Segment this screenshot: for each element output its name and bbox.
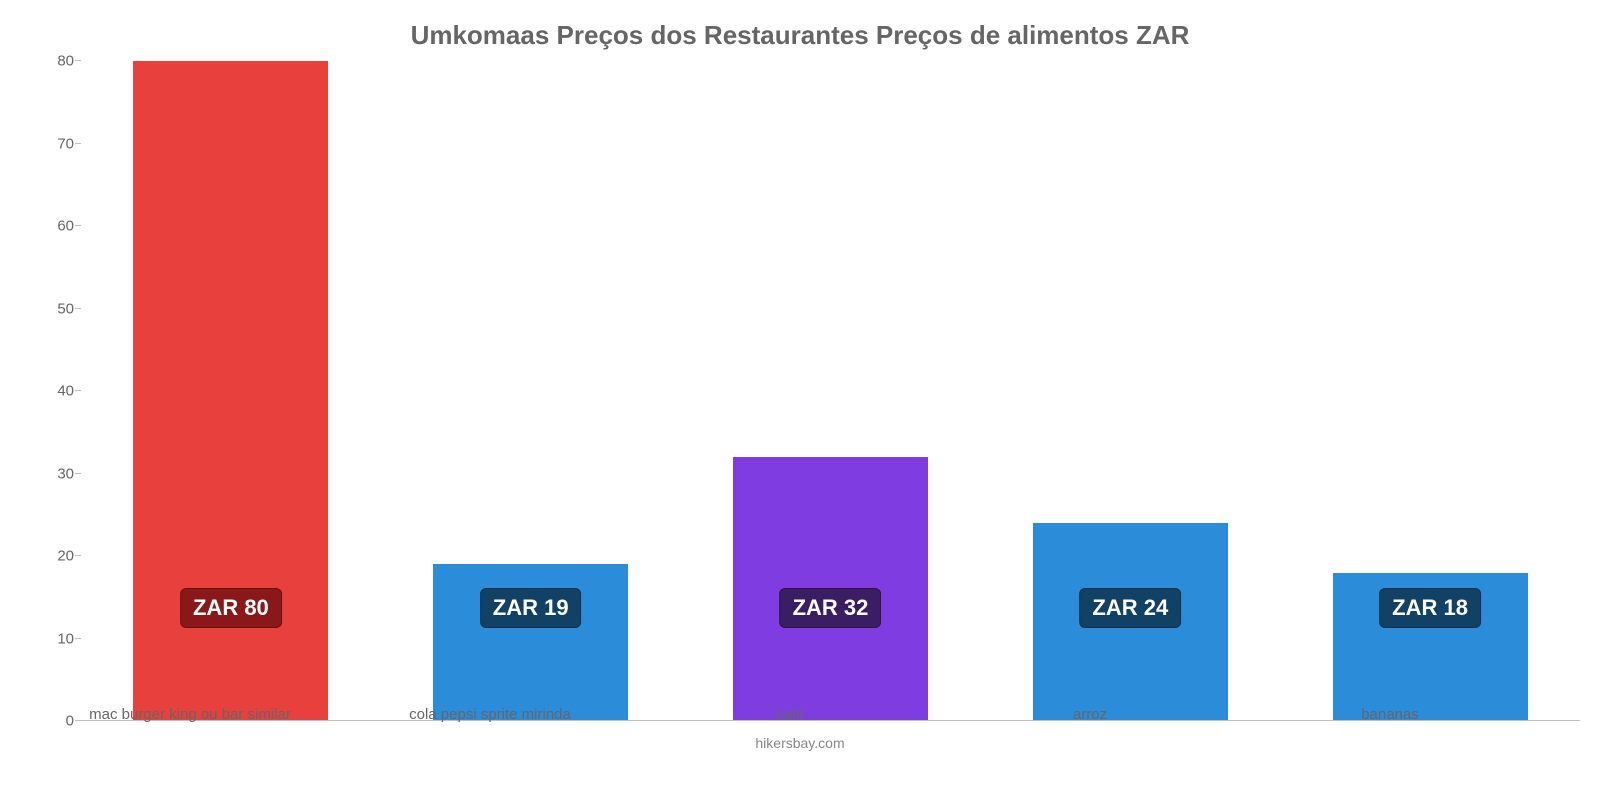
- y-tick-mark: [75, 638, 81, 639]
- y-tick-label: 80: [40, 53, 74, 70]
- y-tick-label: 20: [40, 548, 74, 565]
- bar-value-badge: ZAR 18: [1379, 588, 1481, 628]
- bar-value-badge: ZAR 80: [180, 588, 282, 628]
- y-tick-label: 10: [40, 630, 74, 647]
- y-tick-mark: [75, 225, 81, 226]
- bar: ZAR 19: [433, 564, 628, 721]
- y-tick-label: 70: [40, 135, 74, 152]
- bar-slot: ZAR 80: [81, 61, 381, 721]
- y-tick-mark: [75, 60, 81, 61]
- y-axis: 01020304050607080: [40, 61, 80, 721]
- bar-value-badge: ZAR 24: [1079, 588, 1181, 628]
- x-tick-label: mac burger king ou bar similar: [40, 700, 340, 723]
- bar-slot: ZAR 24: [980, 61, 1280, 721]
- bar: ZAR 18: [1333, 573, 1528, 722]
- x-axis: mac burger king ou bar similarcola pepsi…: [40, 700, 1540, 723]
- x-tick-label: cola pepsi sprite mirinda: [340, 700, 640, 723]
- x-tick-label: arroz: [940, 700, 1240, 723]
- y-tick-label: 30: [40, 465, 74, 482]
- price-bar-chart: Umkomaas Preços dos Restaurantes Preços …: [0, 0, 1600, 800]
- bar-value-badge: ZAR 19: [480, 588, 582, 628]
- y-tick-label: 40: [40, 383, 74, 400]
- x-tick-label: café: [640, 700, 940, 723]
- plot-inner: ZAR 80 ZAR 19 ZAR 32 ZAR 24 ZAR 18: [80, 61, 1580, 721]
- bar-slot: ZAR 18: [1280, 61, 1580, 721]
- y-tick-label: 60: [40, 218, 74, 235]
- y-tick-mark: [75, 143, 81, 144]
- chart-title: Umkomaas Preços dos Restaurantes Preços …: [40, 20, 1560, 51]
- bar: ZAR 24: [1033, 523, 1228, 721]
- y-tick-mark: [75, 555, 81, 556]
- y-tick-mark: [75, 308, 81, 309]
- y-tick-mark: [75, 473, 81, 474]
- bar-slot: ZAR 32: [681, 61, 981, 721]
- bars-container: ZAR 80 ZAR 19 ZAR 32 ZAR 24 ZAR 18: [81, 61, 1580, 721]
- bar: ZAR 80: [133, 61, 328, 721]
- plot-area: 01020304050607080 ZAR 80ZAR 19ZAR 32ZAR …: [80, 61, 1580, 721]
- y-tick-label: 50: [40, 300, 74, 317]
- x-tick-label: bananas: [1240, 700, 1540, 723]
- bar: ZAR 32: [733, 457, 928, 721]
- bar-slot: ZAR 19: [381, 61, 681, 721]
- attribution-text: hikersbay.com: [0, 735, 1600, 751]
- bar-value-badge: ZAR 32: [780, 588, 882, 628]
- y-tick-mark: [75, 390, 81, 391]
